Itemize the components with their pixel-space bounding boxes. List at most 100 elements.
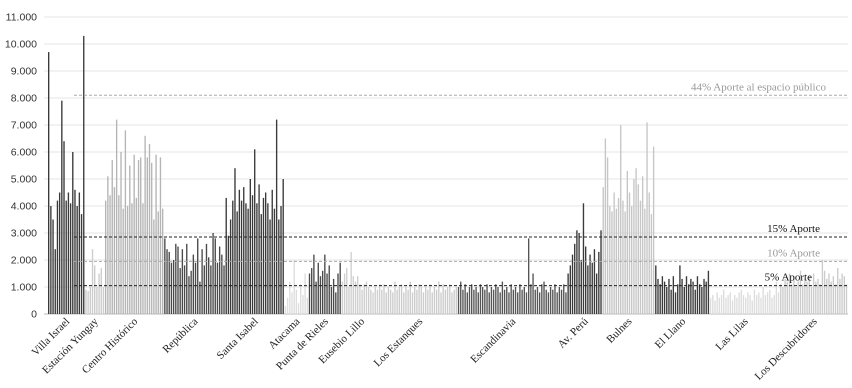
bar: [109, 195, 111, 314]
bar: [677, 284, 679, 314]
bar: [512, 289, 515, 314]
bar: [501, 281, 504, 314]
bar: [444, 289, 447, 314]
bar: [727, 295, 729, 314]
bar: [414, 287, 416, 314]
bar: [839, 278, 841, 314]
bar: [67, 192, 70, 314]
bar: [234, 168, 236, 314]
bar: [617, 197, 620, 314]
bar: [100, 268, 102, 314]
bar: [462, 289, 464, 314]
bar: [240, 200, 243, 314]
bar: [604, 138, 607, 314]
bar: [313, 254, 315, 314]
bar: [589, 254, 591, 314]
bar: [749, 295, 751, 314]
x-category-label: Santa Isabel: [215, 316, 261, 362]
bar: [837, 268, 839, 314]
bar: [236, 211, 238, 314]
bar: [740, 289, 742, 314]
bar: [409, 281, 411, 314]
bar: [324, 254, 326, 314]
bar: [343, 273, 346, 314]
bar: [76, 206, 78, 314]
bar: [782, 287, 784, 314]
bar: [227, 235, 230, 314]
bar: [659, 284, 661, 314]
bar: [153, 219, 155, 314]
bar: [806, 281, 808, 314]
bar: [52, 219, 54, 314]
bar: [574, 243, 576, 314]
bar: [420, 287, 422, 314]
bar: [784, 278, 786, 314]
bar: [620, 125, 622, 314]
bar: [416, 289, 418, 314]
bar: [435, 289, 438, 314]
bar: [810, 287, 813, 314]
bar: [738, 292, 740, 314]
bar: [720, 295, 723, 314]
bar: [823, 270, 826, 314]
reference-line-label: 5% Aporte: [765, 272, 812, 284]
y-tick-label: 6.000: [11, 147, 37, 159]
bar: [446, 287, 449, 314]
bar: [269, 219, 271, 314]
bar: [214, 238, 216, 314]
bar: [424, 287, 427, 314]
bar: [696, 276, 699, 314]
bar: [830, 281, 832, 314]
bar: [786, 281, 788, 314]
bar: [791, 284, 793, 314]
bar: [716, 292, 718, 314]
bar: [427, 289, 429, 314]
bar: [405, 287, 407, 314]
bar: [74, 189, 76, 314]
bar: [210, 265, 212, 314]
bar: [383, 284, 385, 314]
bar: [815, 281, 817, 314]
bar: [598, 251, 600, 314]
bar: [801, 284, 804, 314]
bar: [734, 295, 736, 314]
bar: [363, 284, 365, 314]
bar: [646, 122, 648, 314]
bar: [267, 203, 269, 314]
bar: [144, 135, 146, 314]
bar: [350, 251, 352, 314]
bar: [403, 292, 405, 314]
bar: [812, 273, 815, 314]
bar: [797, 281, 799, 314]
bar: [286, 297, 289, 314]
bar: [394, 281, 396, 314]
bar: [694, 289, 696, 314]
bar: [378, 284, 381, 314]
bar: [503, 289, 506, 314]
bar: [223, 265, 225, 314]
bar: [628, 192, 631, 314]
reference-lines: 44% Aporte al espacio público 15% Aporte 1…: [74, 81, 848, 287]
bar: [418, 284, 420, 314]
bar: [751, 300, 753, 314]
x-category-label: El Llano: [653, 315, 689, 351]
bar: [725, 297, 727, 314]
bar: [777, 292, 780, 314]
bar: [442, 284, 444, 314]
x-category-label: Los Estanques: [372, 316, 426, 370]
x-category-label: Las Lilas: [713, 316, 750, 353]
bar: [111, 160, 113, 314]
bar: [602, 187, 604, 314]
bar: [247, 208, 249, 314]
bar: [146, 157, 148, 314]
bar: [291, 292, 293, 314]
bar: [558, 287, 561, 314]
bar: [245, 203, 247, 314]
bar: [183, 265, 186, 314]
bar: [795, 287, 797, 314]
bar: [484, 289, 486, 314]
bar: [218, 246, 221, 314]
bar: [841, 273, 843, 314]
bar: [514, 287, 517, 314]
